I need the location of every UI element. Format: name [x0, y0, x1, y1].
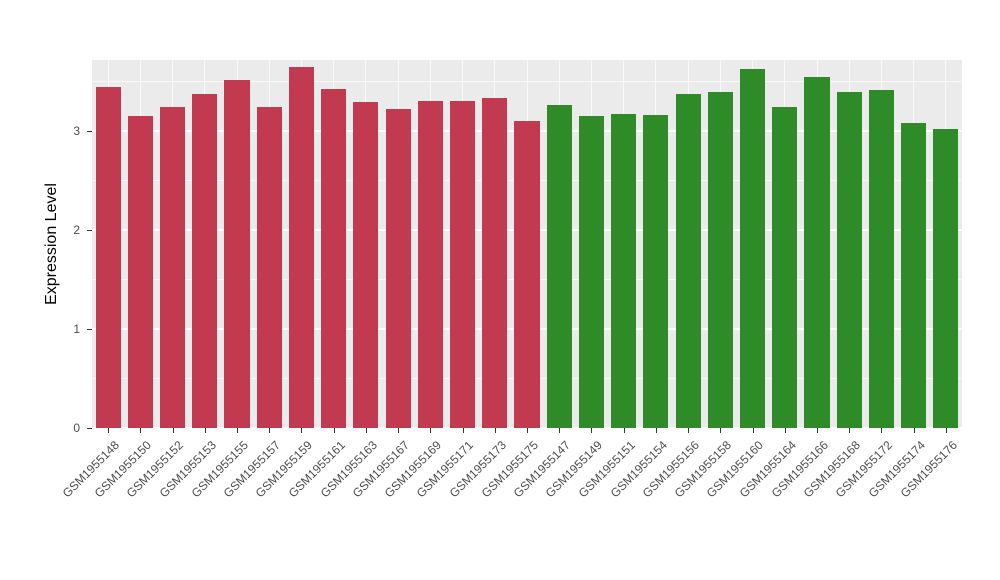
x-tick-mark — [140, 428, 142, 433]
x-tick-mark — [365, 428, 367, 433]
bar — [611, 114, 637, 428]
bar — [739, 68, 766, 428]
bar — [933, 129, 959, 428]
x-tick-mark — [591, 428, 593, 433]
x-tick-mark — [527, 428, 528, 433]
x-tick-mark — [398, 428, 400, 433]
plot-panel — [92, 60, 962, 429]
x-tick-mark — [623, 428, 625, 433]
bar — [256, 106, 282, 428]
bar — [901, 123, 927, 428]
y-axis: 0 1 2 3 — [0, 60, 92, 435]
x-tick-mark — [655, 428, 657, 433]
x-tick-mark — [172, 428, 174, 433]
x-tick-mark — [720, 428, 722, 433]
bar — [192, 93, 218, 428]
bar — [127, 116, 153, 428]
x-tick-mark — [204, 428, 206, 433]
bar — [675, 93, 701, 428]
bar — [804, 76, 830, 428]
bar — [707, 91, 733, 428]
bar — [321, 88, 347, 428]
x-tick-mark — [494, 428, 496, 433]
bar — [385, 109, 411, 428]
x-tick-mark — [752, 428, 754, 433]
y-tick-mark — [87, 329, 92, 331]
x-tick-mark — [849, 428, 851, 433]
bar — [643, 115, 669, 428]
x-tick-mark — [817, 428, 818, 433]
y-tick-mark — [87, 131, 92, 133]
bar — [353, 101, 379, 428]
x-axis: GSM1955148 GSM1955150 GSM1955152 GSM1955153… — [60, 428, 962, 578]
bar — [288, 66, 314, 428]
bar — [772, 106, 798, 428]
y-tick-label: 0 — [73, 421, 80, 435]
y-tick-mark — [87, 230, 92, 232]
x-tick-mark — [269, 428, 271, 433]
y-tick-mark — [87, 428, 92, 429]
bar — [578, 116, 604, 428]
x-tick-mark — [108, 428, 110, 433]
x-tick-mark — [237, 428, 238, 433]
x-tick-mark — [333, 428, 335, 433]
y-tick-label: 2 — [73, 223, 80, 238]
bar — [159, 106, 186, 428]
x-tick-mark — [430, 428, 432, 433]
bar — [224, 79, 250, 428]
y-tick-label: 3 — [73, 124, 80, 139]
x-tick-mark — [301, 428, 303, 433]
bar — [868, 89, 894, 428]
x-tick-mark — [913, 428, 915, 433]
x-tick-mark — [559, 428, 561, 433]
bar — [95, 86, 121, 428]
y-tick-label: 1 — [73, 322, 80, 337]
x-tick-mark — [462, 428, 464, 433]
bar — [514, 121, 540, 428]
x-tick-mark — [688, 428, 690, 433]
bar — [449, 100, 476, 428]
x-tick-mark — [945, 428, 947, 433]
x-tick-mark — [784, 428, 786, 433]
x-tick-mark — [881, 428, 883, 433]
bar — [546, 104, 572, 428]
bar — [482, 97, 508, 428]
bar — [836, 91, 862, 428]
bar — [417, 100, 443, 428]
